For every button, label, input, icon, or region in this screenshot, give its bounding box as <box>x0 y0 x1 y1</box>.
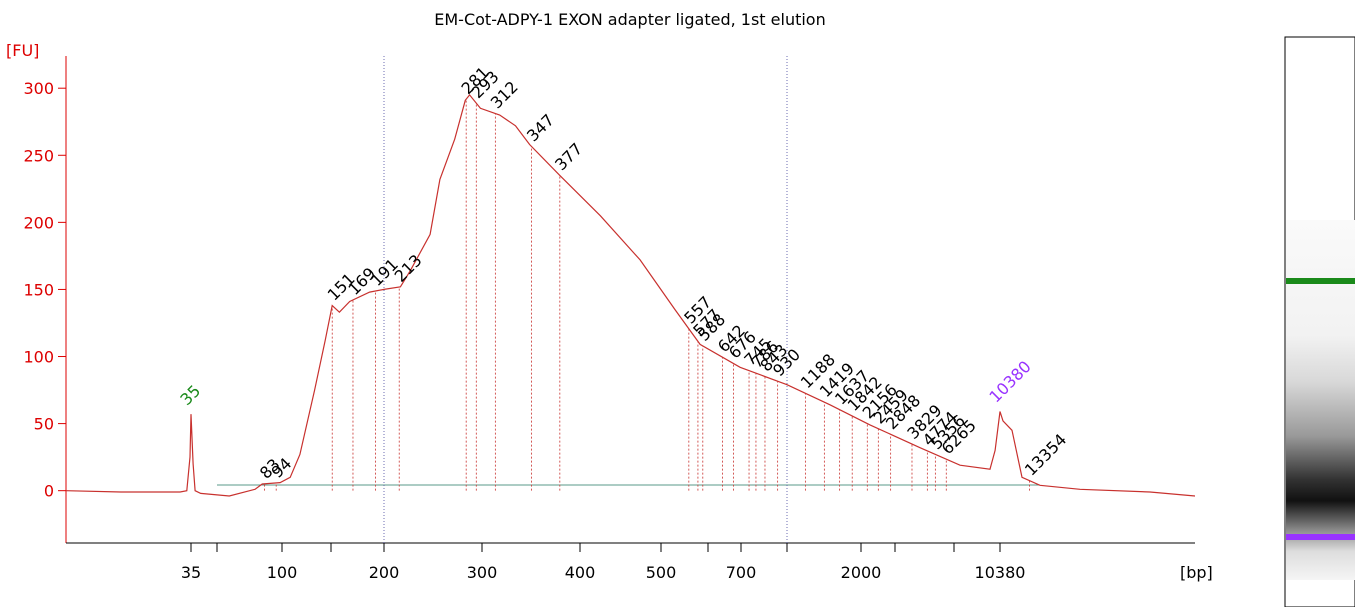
y-tick-label: 300 <box>23 79 54 98</box>
y-tick-label: 100 <box>23 348 54 367</box>
gel-marker-band <box>1286 278 1355 284</box>
peak-label: 377 <box>551 139 586 174</box>
x-tick-label: 100 <box>267 563 298 582</box>
y-tick-label: 150 <box>23 280 54 299</box>
marker-label: 35 <box>176 381 204 409</box>
y-tick-label: 200 <box>23 213 54 232</box>
peak-label: 347 <box>523 110 558 145</box>
x-tick-label: 400 <box>565 563 596 582</box>
marker-label: 10380 <box>985 357 1034 406</box>
gel-lane <box>1286 220 1355 580</box>
x-tick-label: 700 <box>726 563 757 582</box>
x-tick-label: 35 <box>181 563 201 582</box>
gel-markers <box>1286 278 1355 540</box>
x-tick-label: 200 <box>369 563 400 582</box>
x-tick-label: 2000 <box>841 563 882 582</box>
x-tick-label: 300 <box>467 563 498 582</box>
x-tick-label: 10380 <box>975 563 1026 582</box>
y-tick-label: 0 <box>44 482 54 501</box>
y-tick-label: 250 <box>23 146 54 165</box>
x-tick-label: 500 <box>646 563 677 582</box>
y-axis-label: [FU] <box>6 41 39 60</box>
trace <box>65 93 1196 497</box>
chart-title: EM-Cot-ADPY-1 EXON adapter ligated, 1st … <box>434 10 825 29</box>
peak-label: 13354 <box>1021 430 1070 479</box>
peak-label: 213 <box>391 251 426 286</box>
x-axis-label: [bp] <box>1180 563 1213 582</box>
y-tick-label: 50 <box>34 415 54 434</box>
gel-marker-band <box>1286 534 1355 540</box>
